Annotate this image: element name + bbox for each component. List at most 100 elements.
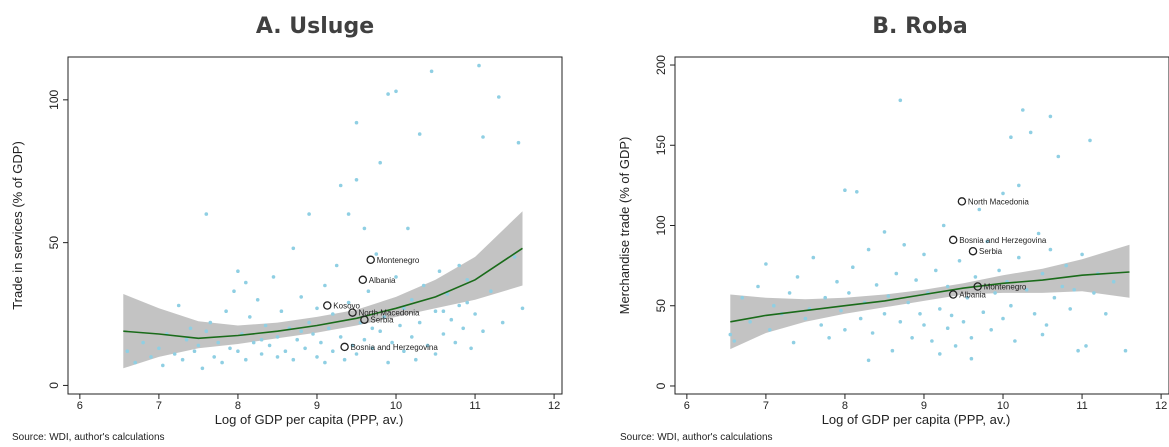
panel-b-scatter-point: [732, 339, 737, 343]
panel-a-source: Source: WDI, author's calculations: [12, 432, 165, 443]
panel-b-scatter-point: [894, 271, 899, 276]
panel-b-confidence-band: [730, 244, 1130, 350]
panel-b-title: B. Roba: [872, 14, 968, 39]
panel-a-scatter-point: [236, 269, 240, 274]
panel-b-fit-line: [730, 271, 1130, 323]
panel-b-scatter-point: [1084, 344, 1088, 348]
panel-a-scatter-point: [469, 346, 473, 351]
panel-b-country-label: Albania: [959, 291, 986, 300]
panel-b-x-tick-label: 6: [684, 400, 690, 412]
panel-a-scatter-point: [327, 326, 331, 331]
panel-b-x-tick-label: 10: [997, 400, 1009, 412]
panel-a-scatter-point: [402, 349, 406, 354]
panel-b-x-tick-label: 12: [1155, 400, 1167, 412]
panel-b-scatter-point: [1001, 316, 1005, 321]
panel-b-scatter-point: [1013, 339, 1017, 343]
panel-a-scatter-point: [133, 360, 137, 365]
panel-a-scatter-point: [386, 360, 390, 365]
panel-b-scatter-point: [811, 255, 816, 260]
panel-b-y-axis-title: Merchandise trade (% of GDP): [617, 137, 632, 315]
panel-a-scatter-point: [338, 183, 343, 188]
panel-a-y-tick-label: 50: [47, 236, 61, 250]
panel-a-scatter-point: [366, 289, 371, 294]
panel-b-country-marker: [957, 197, 967, 206]
panel-b-scatter-point: [1024, 287, 1029, 292]
panel-b-scatter-point: [938, 307, 942, 311]
panel-a-scatter-point: [425, 343, 430, 348]
panel-a-scatter-point: [315, 355, 319, 359]
panel-b-scatter-point: [768, 328, 772, 332]
panel-b-scatter-point: [957, 259, 962, 263]
panel-a-scatter-point: [350, 343, 355, 348]
panel-b-scatter-point: [843, 188, 847, 192]
panel-a-scatter-point: [291, 357, 296, 362]
panel-a-scatter-point: [216, 340, 220, 345]
panel-b-country-marker: [968, 246, 978, 256]
panel-a-scatter-point: [398, 323, 402, 328]
panel-a-scatter-point: [275, 355, 280, 359]
panel-a-country-marker: [323, 301, 332, 310]
panel-a-country-label: Kosovo: [333, 302, 360, 311]
panel-b-scatter-point: [890, 348, 895, 353]
panel-a-scatter-point: [192, 349, 197, 354]
panel-b-scatter-point: [902, 243, 906, 247]
panel-a-x-tick-label: 10: [390, 400, 402, 412]
panel-a-scatter-point: [303, 346, 307, 351]
panel-a-scatter-point: [445, 292, 450, 296]
panel-b-plot-frame: [674, 56, 1169, 395]
panel-a-scatter-point: [172, 352, 177, 356]
panel-a-scatter-point: [378, 160, 383, 165]
panel-b-country-label: Bosnia and Herzegovina: [959, 236, 1047, 245]
panel-b-scatter-point: [1001, 191, 1005, 196]
panel-a-scatter-point: [184, 337, 189, 342]
panel-a-scatter-point: [248, 315, 252, 319]
panel-a-country-marker: [348, 308, 357, 317]
panel-b-scatter-point: [748, 320, 752, 324]
panel-a-scatter-point: [410, 335, 414, 339]
panel-b-y-tick-label: 100: [654, 215, 668, 235]
panel-a-scatter-point: [394, 89, 398, 94]
panel-b-scatter-point: [1052, 295, 1057, 300]
panel-a-country-marker: [366, 255, 375, 265]
panel-a-scatter-point: [500, 320, 505, 325]
panel-a-scatter-point: [307, 320, 311, 325]
panel-b-scatter-point: [1048, 114, 1053, 119]
panel-a-x-tick-label: 6: [77, 400, 83, 412]
panel-a-scatter-point: [441, 332, 446, 336]
panel-a-scatter-point: [441, 309, 446, 314]
panel-a-scatter-point: [410, 298, 414, 302]
panel-a-scatter-point: [295, 337, 300, 342]
panel-b-country-label: Montenegro: [984, 283, 1027, 292]
panel-b-scatter-point: [1088, 138, 1092, 143]
panel-a-scatter-point: [354, 120, 359, 125]
panel-a-scatter-point: [334, 263, 339, 268]
panel-b-scatter-point: [764, 262, 768, 266]
panel-b-scatter-point: [795, 275, 800, 279]
panel-b-scatter-point: [839, 308, 843, 313]
panel-b-scatter-point: [823, 295, 827, 300]
panel-a-scatter-point: [437, 269, 442, 274]
panel-a-scatter-point: [236, 349, 240, 354]
panel-b-scatter-point: [914, 278, 918, 282]
panel-a-scatter-point: [291, 246, 296, 251]
panel-a-scatter-point: [354, 352, 359, 356]
panel-b-scatter-point: [934, 268, 938, 273]
panel-a-scatter-point: [481, 329, 485, 334]
panel-b-scatter-point: [989, 328, 993, 332]
panel-a-country-label: North Macedonia: [359, 309, 420, 318]
panel-a-scatter-point: [224, 309, 228, 314]
panel-a-x-tick-label: 7: [156, 400, 162, 412]
panel-b-country-marker: [948, 235, 958, 245]
panel-b-scatter-point: [851, 265, 855, 270]
panel-b-scatter-point: [1009, 303, 1013, 308]
panel-a-scatter-point: [157, 346, 161, 351]
panel-a-scatter-point: [378, 329, 383, 334]
panel-b-scatter-point: [1017, 183, 1021, 188]
panel-a-country-marker: [340, 342, 349, 352]
panel-b-scatter-point: [827, 336, 831, 340]
panel-b-scatter-point: [973, 275, 978, 279]
panel-b-x-tick-label: 9: [921, 400, 927, 412]
panel-b-scatter-point: [882, 230, 887, 234]
panel-b-scatter-point: [819, 323, 823, 327]
panel-a-scatter-point: [267, 343, 272, 348]
